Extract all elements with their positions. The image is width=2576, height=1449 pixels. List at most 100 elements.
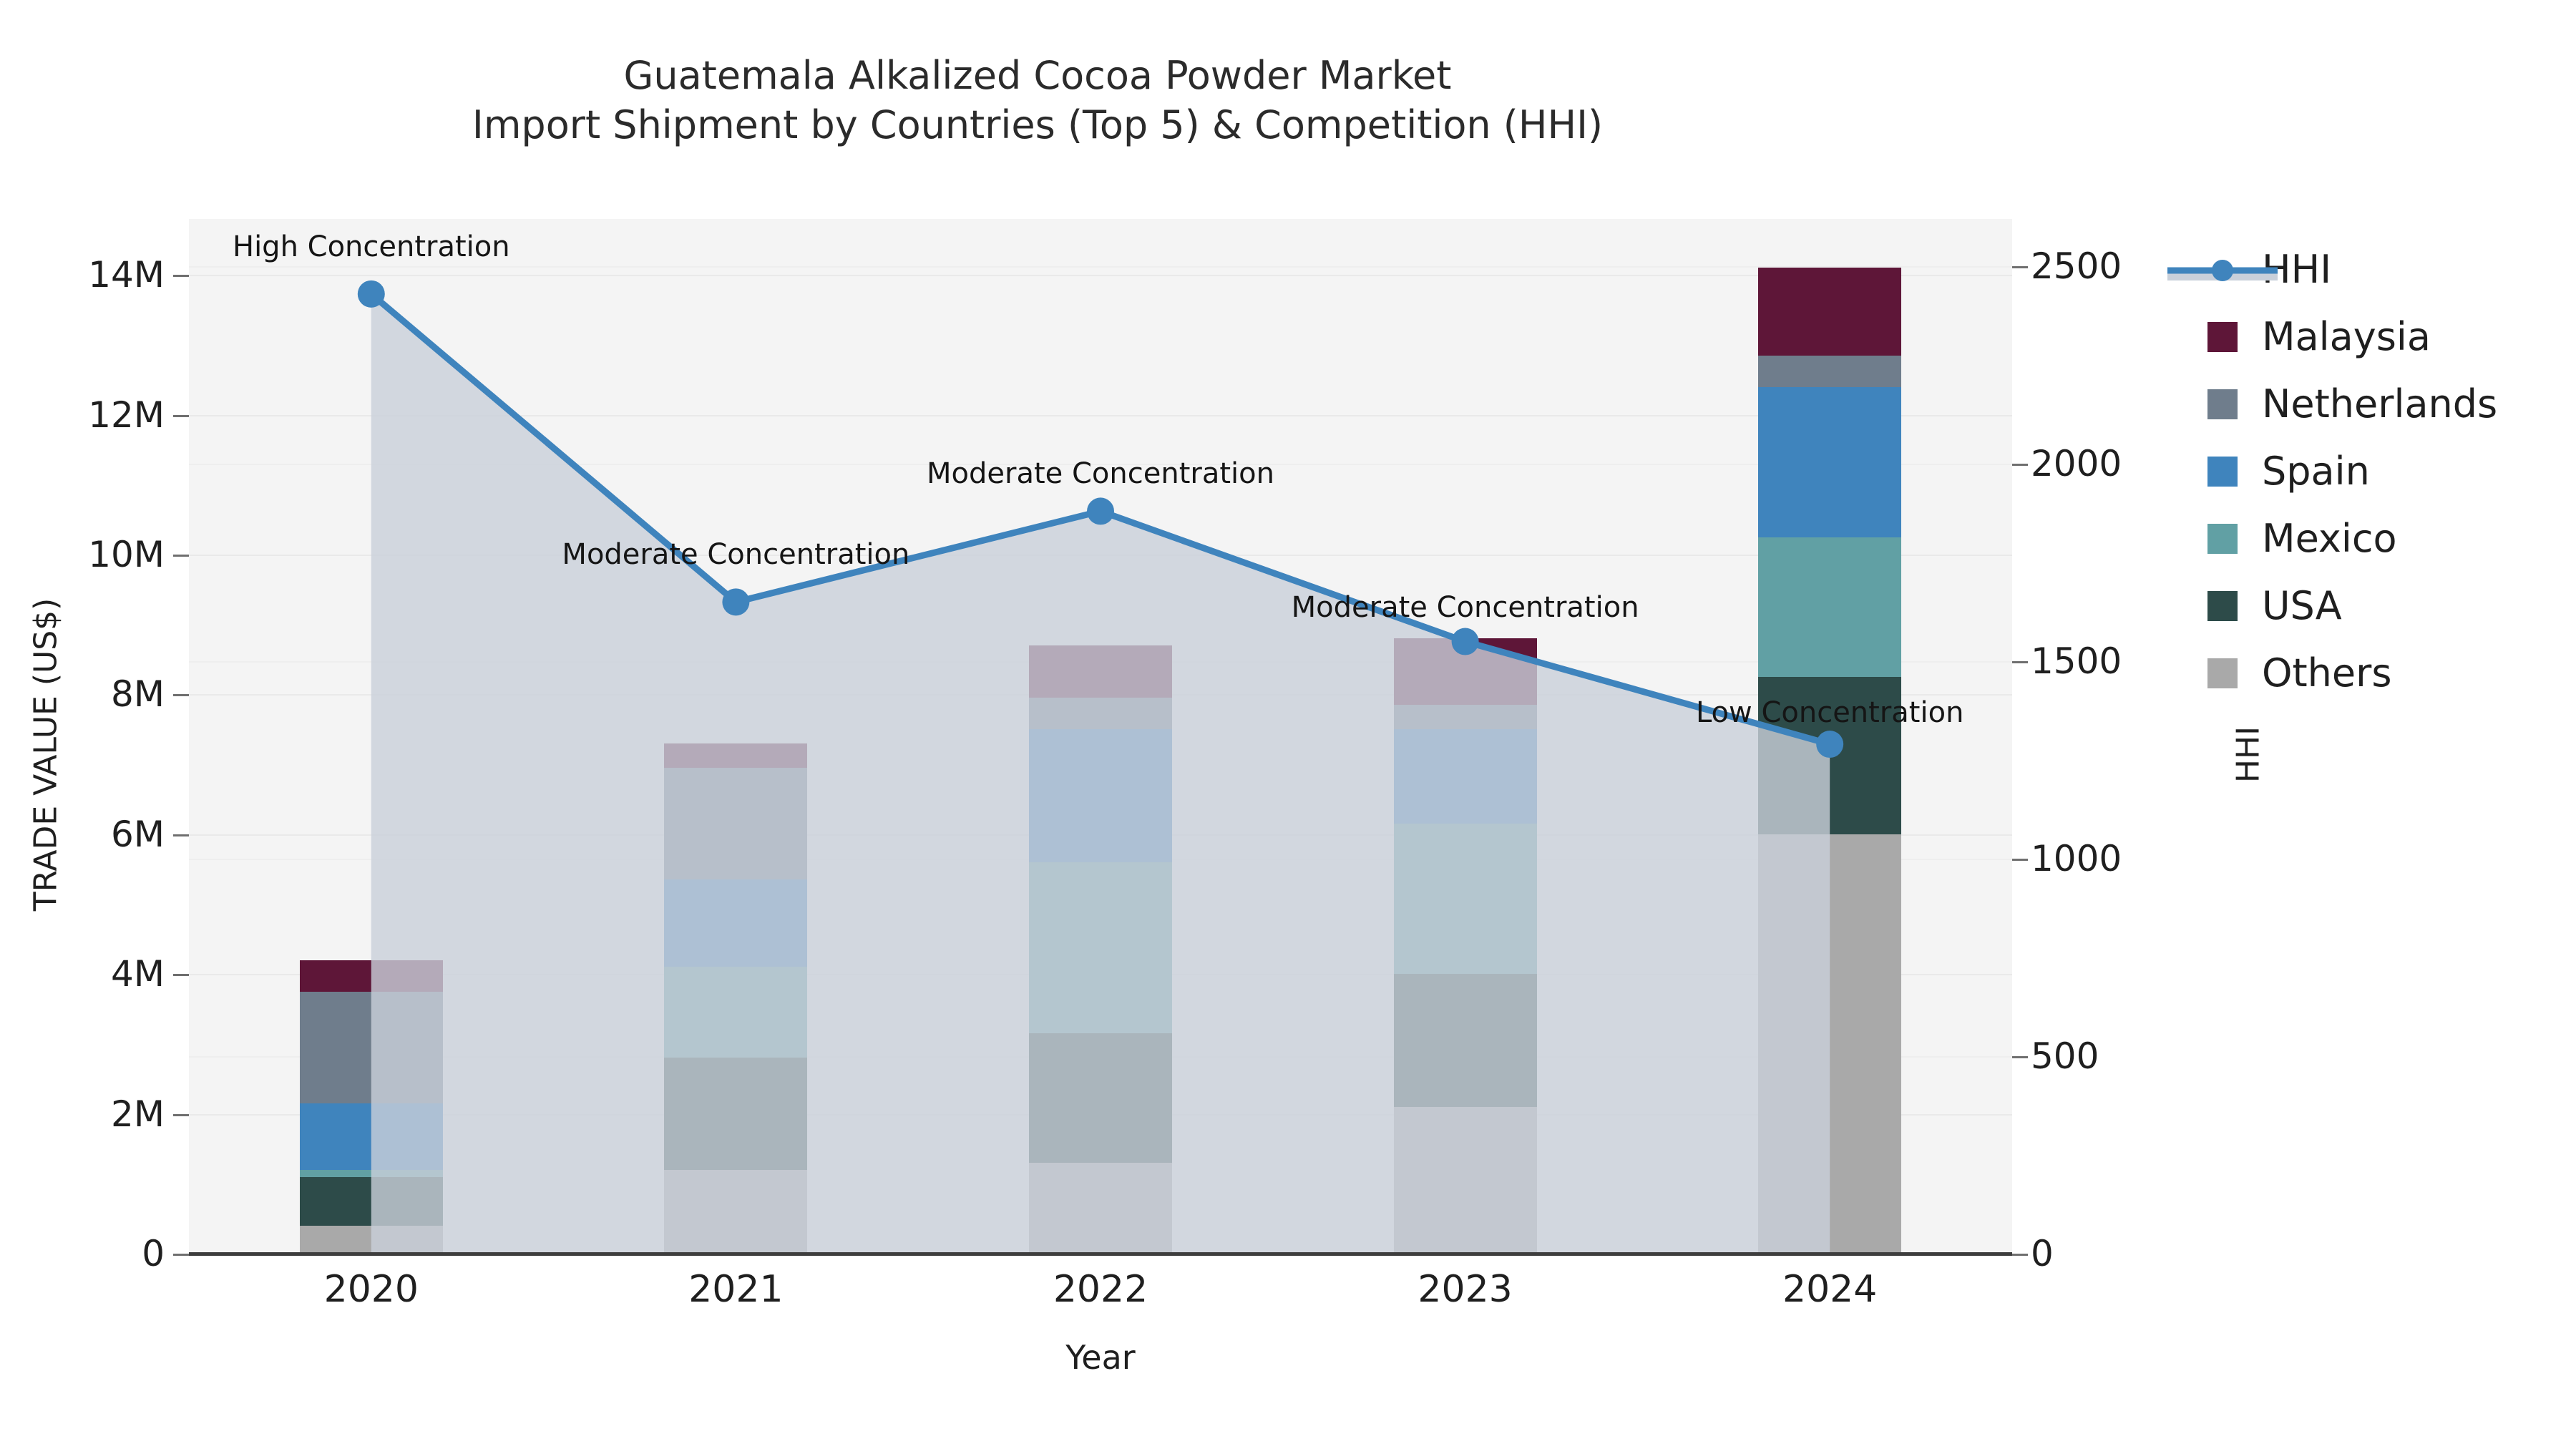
bar-segment-malaysia-2021[interactable]	[664, 743, 808, 768]
legend-swatch-malaysia	[2207, 322, 2238, 352]
hhi-marker-2020[interactable]	[357, 280, 385, 308]
y-tickmark-left	[173, 834, 189, 836]
legend-label-malaysia: Malaysia	[2262, 314, 2431, 359]
bar-segment-spain-2022[interactable]	[1029, 729, 1172, 862]
y-tick-left-6M: 6M	[111, 813, 165, 855]
x-tick-2021: 2021	[688, 1268, 784, 1311]
legend-item-mexico[interactable]: Mexico	[2207, 505, 2565, 572]
annotation-2021: Moderate Concentration	[562, 538, 910, 572]
bar-segment-netherlands-2020[interactable]	[299, 991, 443, 1103]
bar-segment-usa-2022[interactable]	[1029, 1033, 1172, 1163]
legend-item-malaysia[interactable]: Malaysia	[2207, 303, 2565, 371]
y-tickmark-left	[173, 694, 189, 697]
y-tick-left-4M: 4M	[111, 953, 165, 995]
y-tick-right-500: 500	[2031, 1035, 2099, 1078]
legend-swatch-netherlands	[2207, 389, 2238, 419]
y-axis-left-title: TRADE VALUE (US$)	[27, 597, 64, 912]
bar-segment-others-2021[interactable]	[664, 1169, 808, 1254]
y-tick-left-8M: 8M	[111, 673, 165, 716]
legend-label-others: Others	[2262, 650, 2392, 696]
legend-swatch-spain	[2207, 457, 2238, 487]
bar-segment-netherlands-2021[interactable]	[664, 767, 808, 880]
bar-segment-malaysia-2023[interactable]	[1393, 638, 1537, 706]
y-tickmark-left	[173, 275, 189, 278]
bar-2024[interactable]	[1758, 268, 1902, 1254]
y-tickmark-right	[2012, 859, 2028, 862]
chart-title-line2: Import Shipment by Countries (Top 5) & C…	[472, 102, 1604, 147]
y-tick-left-10M: 10M	[88, 533, 165, 575]
y-tickmark-right	[2012, 1056, 2028, 1059]
bar-segment-usa-2021[interactable]	[664, 1058, 808, 1170]
bar-segment-netherlands-2024[interactable]	[1758, 355, 1902, 387]
annotation-2020: High Concentration	[232, 230, 510, 263]
gridline-left	[189, 275, 2012, 277]
y-tickmark-left	[173, 1113, 189, 1116]
bar-2020[interactable]	[299, 960, 443, 1254]
bar-segment-malaysia-2024[interactable]	[1758, 268, 1902, 356]
y-tickmark-right	[2012, 1254, 2028, 1256]
bar-segment-netherlands-2022[interactable]	[1029, 698, 1172, 730]
y-tick-left-2M: 2M	[111, 1093, 165, 1135]
gridline-right	[189, 266, 2012, 268]
legend-label-usa: USA	[2262, 583, 2342, 628]
bar-segment-others-2023[interactable]	[1393, 1106, 1537, 1254]
legend-item-netherlands[interactable]: Netherlands	[2207, 371, 2565, 438]
y-tickmark-left	[173, 1254, 189, 1256]
bar-segment-others-2024[interactable]	[1758, 834, 1902, 1254]
chart-title: Guatemala Alkalized Cocoa Powder Market …	[0, 52, 2075, 150]
legend-item-spain[interactable]: Spain	[2207, 438, 2565, 505]
bar-segment-mexico-2023[interactable]	[1393, 824, 1537, 975]
annotation-2023: Moderate Concentration	[1291, 590, 1639, 624]
gridline-left	[189, 414, 2012, 416]
x-axis-title: Year	[1065, 1338, 1136, 1377]
bar-segment-spain-2024[interactable]	[1758, 386, 1902, 537]
y-tickmark-right	[2012, 661, 2028, 664]
annotation-2022: Moderate Concentration	[927, 457, 1274, 491]
bar-2021[interactable]	[664, 743, 808, 1254]
bar-segment-usa-2023[interactable]	[1393, 974, 1537, 1107]
y-tick-left-12M: 12M	[88, 394, 165, 436]
legend-label-netherlands: Netherlands	[2262, 381, 2498, 426]
bar-segment-usa-2020[interactable]	[299, 1176, 443, 1226]
bar-segment-mexico-2020[interactable]	[299, 1169, 443, 1177]
bar-segment-mexico-2024[interactable]	[1758, 537, 1902, 677]
x-tick-2024: 2024	[1782, 1268, 1878, 1311]
y-tickmark-left	[173, 974, 189, 977]
legend: HHI Malaysia Netherlands Spain Mexico USA Othe…	[2167, 236, 2565, 707]
gridline-left	[189, 554, 2012, 556]
y-tick-left-14M: 14M	[88, 254, 165, 296]
legend-item-hhi[interactable]: HHI	[2167, 236, 2565, 303]
bar-segment-spain-2020[interactable]	[299, 1103, 443, 1170]
bar-2023[interactable]	[1393, 638, 1537, 1254]
y-tickmark-right	[2012, 464, 2028, 467]
plot-area: High Concentration Moderate Concentration…	[189, 219, 2012, 1255]
bar-2022[interactable]	[1029, 645, 1172, 1254]
bar-segment-mexico-2021[interactable]	[664, 967, 808, 1058]
y-tick-right-0: 0	[2031, 1233, 2054, 1274]
x-tick-2023: 2023	[1418, 1268, 1513, 1311]
y-tick-right-2000: 2000	[2031, 443, 2122, 485]
legend-item-others[interactable]: Others	[2207, 640, 2565, 707]
y-tickmark-left	[173, 414, 189, 417]
y-tick-right-1500: 1500	[2031, 640, 2122, 683]
legend-swatch-others	[2207, 658, 2238, 688]
legend-swatch-mexico	[2207, 524, 2238, 554]
bar-segment-spain-2023[interactable]	[1393, 729, 1537, 824]
bar-segment-malaysia-2020[interactable]	[299, 960, 443, 992]
bar-segment-others-2022[interactable]	[1029, 1163, 1172, 1254]
bar-segment-spain-2021[interactable]	[664, 879, 808, 967]
x-axis-line	[189, 1252, 2012, 1256]
bar-segment-mexico-2022[interactable]	[1029, 862, 1172, 1034]
legend-item-usa[interactable]: USA	[2207, 572, 2565, 640]
hhi-marker-2021[interactable]	[722, 588, 750, 616]
hhi-marker-2022[interactable]	[1087, 497, 1114, 525]
bar-segment-netherlands-2023[interactable]	[1393, 705, 1537, 730]
legend-label-mexico: Mexico	[2262, 516, 2397, 561]
bar-segment-others-2020[interactable]	[299, 1225, 443, 1254]
y-tickmark-left	[173, 554, 189, 557]
legend-swatch-usa	[2207, 591, 2238, 621]
bar-segment-malaysia-2022[interactable]	[1029, 645, 1172, 698]
legend-label-spain: Spain	[2262, 449, 2370, 494]
annotation-2024: Low Concentration	[1695, 696, 1964, 730]
